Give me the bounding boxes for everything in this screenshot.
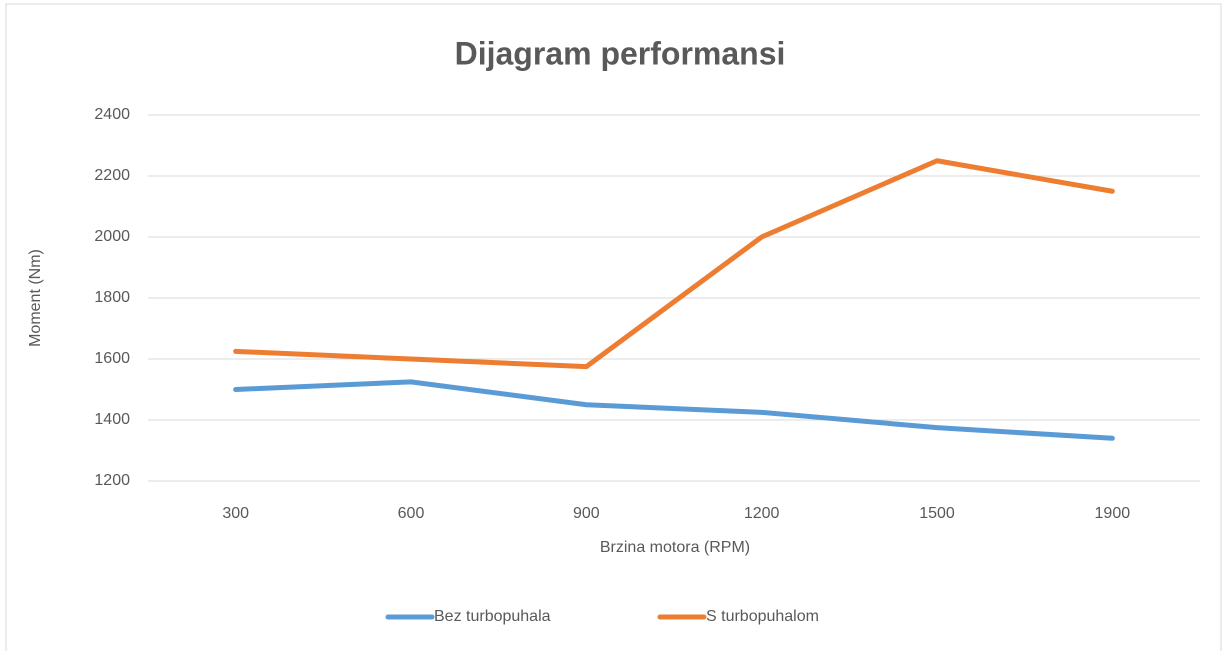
legend-label: S turbopuhalom [706, 608, 819, 625]
x-tick-label: 300 [222, 505, 249, 522]
x-tick-label: 1200 [744, 505, 780, 522]
x-tick-label: 1900 [1095, 505, 1131, 522]
x-tick-label: 1500 [919, 505, 955, 522]
y-tick-label: 1200 [94, 472, 130, 489]
chart-title: Dijagram performansi [455, 35, 786, 71]
y-tick-label: 2000 [94, 228, 130, 245]
legend-label: Bez turbopuhala [434, 608, 551, 625]
line-series [233, 379, 1115, 441]
x-tick-label: 600 [398, 505, 425, 522]
line-series [233, 158, 1115, 370]
chart-border [5, 3, 1222, 651]
y-tick-label: 2200 [94, 167, 130, 184]
y-tick-label: 2400 [94, 106, 130, 123]
y-tick-label: 1800 [94, 289, 130, 306]
y-axis-label: Moment (Nm) [27, 249, 44, 347]
x-axis-label: Brzina motora (RPM) [600, 539, 750, 556]
y-tick-label: 1400 [94, 411, 130, 428]
x-tick-label: 900 [573, 505, 600, 522]
y-tick-label: 1600 [94, 350, 130, 367]
